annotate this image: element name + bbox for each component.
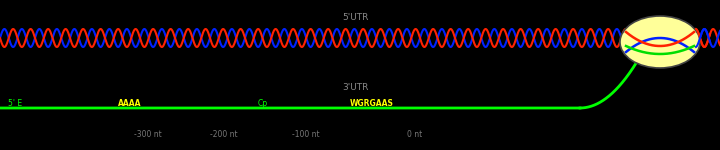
Text: -100 nt: -100 nt: [292, 130, 320, 139]
Text: WGRGAAS: WGRGAAS: [350, 99, 394, 108]
Text: 3'UTR: 3'UTR: [342, 84, 368, 93]
Text: 5'UTR: 5'UTR: [342, 14, 368, 22]
Text: AAAA: AAAA: [118, 99, 142, 108]
Ellipse shape: [620, 16, 700, 68]
Text: -300 nt: -300 nt: [134, 130, 162, 139]
Text: 5' E: 5' E: [8, 99, 22, 108]
Text: Cp: Cp: [258, 99, 268, 108]
Text: 0 nt: 0 nt: [408, 130, 423, 139]
Text: -200 nt: -200 nt: [210, 130, 238, 139]
